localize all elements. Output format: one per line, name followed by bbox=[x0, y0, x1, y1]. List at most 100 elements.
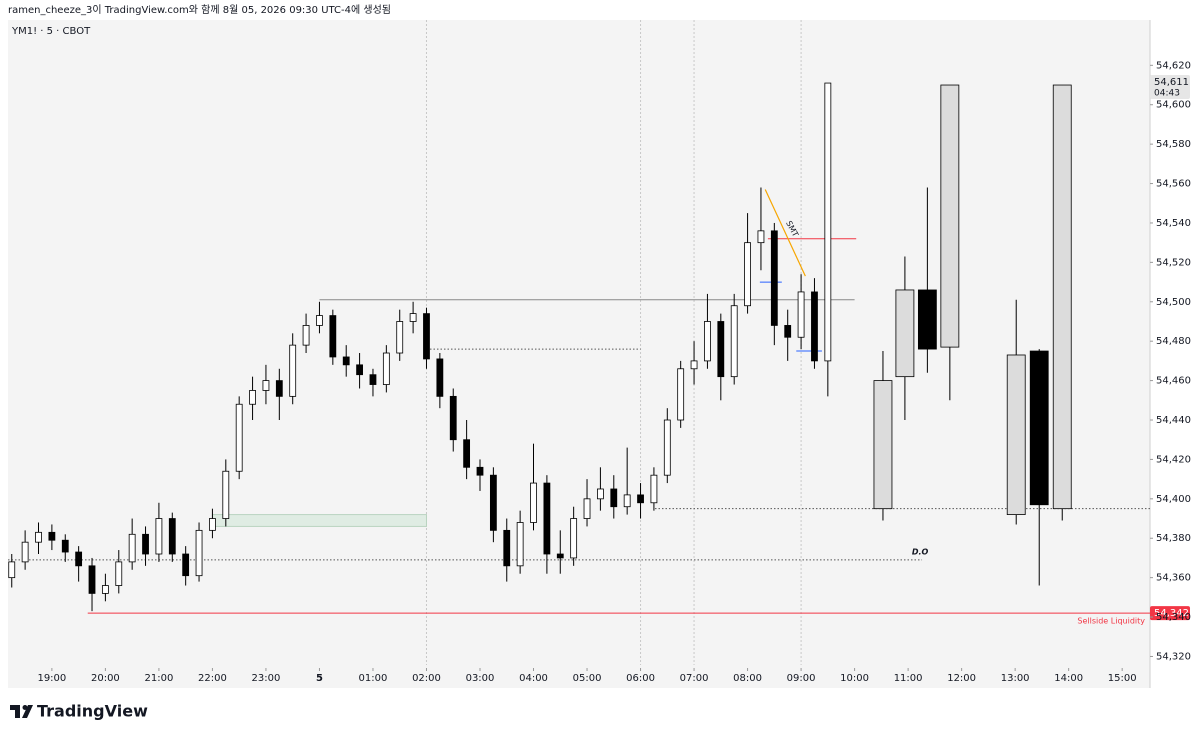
y-tick-label: 54,460 bbox=[1156, 376, 1191, 387]
candle-body bbox=[797, 291, 805, 338]
candle-body bbox=[101, 585, 109, 594]
candle-body bbox=[570, 518, 578, 559]
x-tick-label: 23:00 bbox=[252, 673, 281, 684]
candle-body bbox=[209, 518, 216, 531]
candle-body bbox=[637, 494, 644, 504]
x-tick-label: 22:00 bbox=[198, 673, 227, 684]
candle-body bbox=[382, 352, 390, 385]
candle-body bbox=[235, 403, 243, 472]
x-tick-label: 15:00 bbox=[1108, 673, 1137, 684]
candle-body bbox=[1006, 354, 1026, 515]
candle-body bbox=[21, 541, 29, 563]
x-tick-label: 11:00 bbox=[894, 673, 923, 684]
logo-icon bbox=[22, 705, 33, 718]
candle-body bbox=[503, 529, 511, 567]
candle-body bbox=[824, 82, 832, 362]
candle-body bbox=[289, 344, 297, 397]
x-tick-label: 19:00 bbox=[37, 673, 66, 684]
y-tick-label: 54,420 bbox=[1156, 454, 1191, 465]
candle-body bbox=[61, 539, 69, 553]
candle-body bbox=[155, 518, 163, 555]
x-tick-label: 08:00 bbox=[733, 673, 762, 684]
candle-body bbox=[940, 84, 960, 348]
x-tick-label: 20:00 bbox=[91, 673, 120, 684]
y-tick-label: 54,620 bbox=[1156, 60, 1191, 71]
candle-body bbox=[489, 474, 497, 531]
candle-body bbox=[463, 439, 471, 468]
candle-body bbox=[784, 325, 792, 338]
y-tick-label: 54,360 bbox=[1156, 573, 1191, 584]
y-tick-label: 54,520 bbox=[1156, 257, 1191, 268]
candle-body bbox=[75, 551, 83, 567]
y-tick-label: 54,560 bbox=[1156, 179, 1191, 190]
candle-body bbox=[356, 364, 363, 376]
level-label: Sellside Liquidity bbox=[1077, 617, 1145, 626]
price-tag bbox=[1150, 606, 1190, 621]
candle-body bbox=[449, 395, 457, 441]
x-tick-label: 21:00 bbox=[144, 673, 173, 684]
candle-body bbox=[1052, 84, 1072, 510]
x-tick-label: 03:00 bbox=[466, 673, 495, 684]
annotation: D.O bbox=[912, 548, 929, 557]
x-tick-label: 07:00 bbox=[680, 673, 709, 684]
candle-body bbox=[115, 561, 123, 586]
candle-body bbox=[1029, 350, 1049, 506]
candle-body bbox=[530, 482, 537, 523]
candle-body bbox=[409, 313, 417, 322]
candle-body bbox=[423, 313, 430, 360]
logo-text: TradingView bbox=[37, 702, 148, 721]
last-price-tag bbox=[1150, 75, 1190, 100]
candle-body bbox=[436, 358, 444, 397]
x-tick-label: 10:00 bbox=[840, 673, 869, 684]
candle-body bbox=[195, 529, 203, 577]
y-tick-label: 54,400 bbox=[1156, 494, 1191, 505]
candle-body bbox=[88, 565, 96, 594]
x-tick-label: 5 bbox=[316, 673, 323, 684]
candle-body bbox=[744, 242, 751, 307]
candle-body bbox=[516, 522, 524, 567]
candle-body bbox=[48, 531, 56, 541]
candle-body bbox=[704, 321, 711, 362]
candle-body bbox=[677, 368, 685, 421]
y-tick-label: 54,340 bbox=[1156, 612, 1191, 623]
y-tick-label: 54,540 bbox=[1156, 218, 1191, 229]
x-tick-label: 13:00 bbox=[1001, 673, 1030, 684]
x-tick-label: 04:00 bbox=[519, 673, 548, 684]
candle-body bbox=[182, 553, 190, 577]
candle-body bbox=[316, 315, 323, 326]
y-tick-label: 54,500 bbox=[1156, 297, 1191, 308]
y-tick-label: 54,600 bbox=[1156, 100, 1191, 111]
y-tick-label: 54,480 bbox=[1156, 336, 1191, 347]
candle-body bbox=[757, 230, 765, 244]
x-tick-label: 05:00 bbox=[573, 673, 602, 684]
candle-body bbox=[583, 498, 591, 519]
y-tick-label: 54,380 bbox=[1156, 533, 1191, 544]
candle-body bbox=[302, 325, 310, 346]
candle-body bbox=[222, 470, 230, 519]
y-tick-label: 54,320 bbox=[1156, 651, 1191, 662]
candle-body bbox=[142, 533, 149, 555]
candle-body bbox=[35, 531, 42, 543]
candle-body bbox=[690, 360, 698, 370]
candle-body bbox=[623, 494, 631, 508]
candle-body bbox=[650, 474, 658, 504]
plot-area bbox=[8, 20, 1150, 688]
trend-line bbox=[764, 189, 806, 277]
candle-body bbox=[369, 374, 377, 385]
candle-body bbox=[476, 466, 484, 476]
candle-body bbox=[895, 289, 915, 378]
candle-body bbox=[396, 321, 404, 354]
candle-body bbox=[342, 356, 350, 366]
candle-body bbox=[275, 380, 283, 397]
candle-body bbox=[262, 380, 270, 391]
last-price-label: 54,611 bbox=[1154, 77, 1189, 88]
candle-body bbox=[597, 488, 604, 500]
candle-body bbox=[168, 518, 176, 555]
candle-body bbox=[556, 553, 564, 559]
x-tick-label: 02:00 bbox=[412, 673, 441, 684]
candle-body bbox=[717, 321, 725, 378]
candle-body bbox=[610, 488, 618, 508]
logo-icon bbox=[15, 705, 20, 718]
candle-body bbox=[329, 315, 337, 358]
